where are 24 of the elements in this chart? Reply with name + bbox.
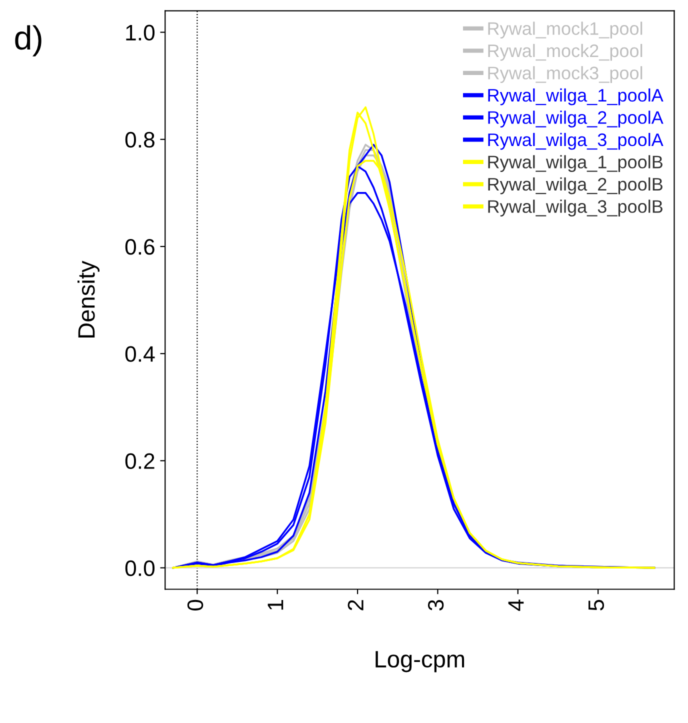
legend-label: Rywal_wilga_2_poolB [488, 177, 662, 194]
y-axis-title: Density [78, 260, 100, 338]
x-tick-label: 3 [428, 600, 444, 610]
x-tick-label: 2 [348, 600, 364, 610]
x-tick-label: 1 [268, 600, 284, 610]
y-tick-label: 0.8 [125, 132, 154, 148]
legend-label: Rywal_wilga_1_poolB [488, 155, 662, 172]
y-tick-label: 0.2 [125, 453, 154, 469]
y-tick-label: 0.0 [125, 560, 155, 576]
legend-label: Rywal_mock2_pool [488, 44, 642, 61]
legend-label: Rywal_wilga_1_poolA [488, 88, 664, 106]
x-axis-title: Log-cpm [376, 651, 464, 672]
x-tick-label: 4 [508, 600, 524, 611]
x-tick-label: 5 [588, 600, 604, 610]
legend-label: Rywal_mock3_pool [488, 66, 642, 84]
x-tick-label: 0 [187, 600, 204, 610]
chart-title: d) [15, 25, 42, 56]
y-tick-label: 0.6 [125, 239, 154, 255]
legend-label: Rywal_wilga_3_poolA [488, 132, 664, 150]
legend-label: Rywal_mock1_pool [488, 22, 642, 39]
legend-label: Rywal_wilga_2_poolA [488, 110, 664, 128]
legend-label: Rywal_wilga_3_poolB [488, 200, 662, 216]
y-tick-label: 1.0 [126, 24, 155, 41]
y-tick-label: 0.4 [125, 346, 155, 362]
